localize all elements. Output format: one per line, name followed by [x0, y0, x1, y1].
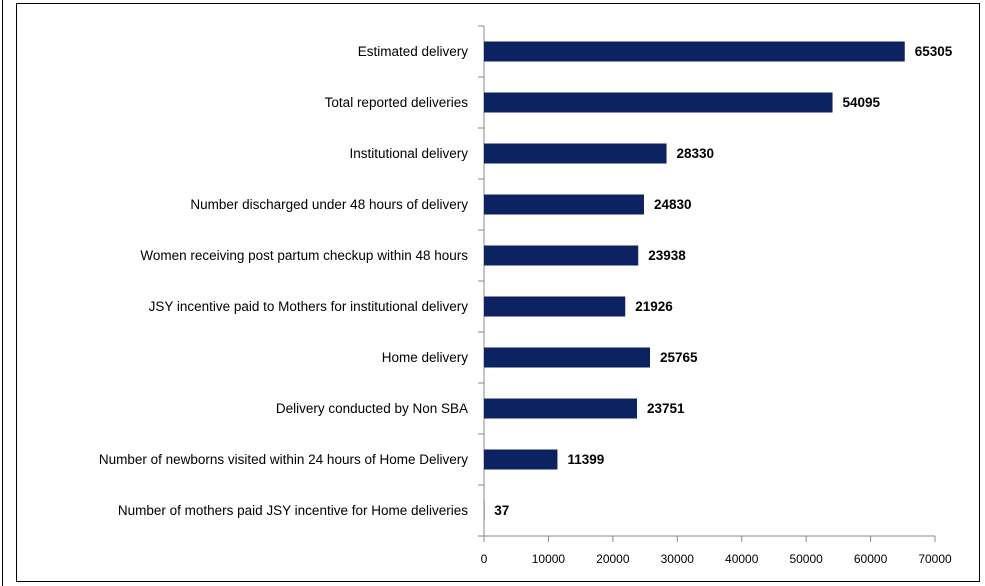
value-label: 25765	[660, 350, 698, 365]
x-tick-label: 70000	[918, 552, 952, 566]
value-label: 28330	[677, 146, 715, 161]
value-label: 65305	[915, 44, 953, 59]
value-label: 23938	[648, 248, 686, 263]
x-tick-label: 30000	[661, 552, 695, 566]
x-tick-label: 0	[481, 552, 488, 566]
value-label: 37	[494, 503, 509, 518]
y-tick-label: Number of newborns visited within 24 hou…	[98, 451, 468, 467]
y-tick-label: Women receiving post partum checkup with…	[140, 247, 468, 263]
bar	[484, 194, 644, 215]
category-label-box: Estimated delivery	[20, 27, 468, 77]
bar	[484, 347, 651, 368]
value-label: 11399	[567, 452, 604, 467]
y-tick-label: Estimated delivery	[357, 43, 468, 59]
category-label-box: Total reported deliveries	[20, 78, 468, 128]
x-tick-label: 40000	[725, 552, 759, 566]
bar	[484, 92, 833, 113]
bar	[484, 245, 639, 266]
bar	[484, 143, 667, 164]
bar	[484, 449, 558, 470]
category-label-box: Number discharged under 48 hours of deli…	[20, 180, 468, 230]
y-tick-label: Number discharged under 48 hours of deli…	[190, 196, 468, 212]
category-label-box: Institutional delivery	[20, 129, 468, 179]
y-tick-label: JSY incentive paid to Mothers for instit…	[148, 298, 468, 314]
x-tick-label: 60000	[854, 552, 888, 566]
bar	[484, 296, 626, 317]
category-label-box: Number of newborns visited within 24 hou…	[20, 435, 468, 485]
y-tick-label: Total reported deliveries	[324, 94, 468, 110]
category-label-box: JSY incentive paid to Mothers for instit…	[20, 282, 468, 332]
category-label-box: Number of mothers paid JSY incentive for…	[20, 486, 468, 536]
x-tick-label: 20000	[596, 552, 630, 566]
value-label: 21926	[635, 299, 673, 314]
bar	[484, 41, 905, 62]
value-label: 23751	[647, 401, 685, 416]
y-tick-label: Number of mothers paid JSY incentive for…	[117, 502, 468, 518]
category-label-box: Women receiving post partum checkup with…	[20, 231, 468, 281]
y-tick-label: Delivery conducted by Non SBA	[275, 400, 468, 416]
value-label: 24830	[654, 197, 692, 212]
value-label: 54095	[843, 95, 881, 110]
y-tick-label: Home delivery	[381, 349, 468, 365]
x-tick-label: 10000	[532, 552, 566, 566]
category-label-box: Home delivery	[20, 333, 468, 383]
y-tick-label: Institutional delivery	[349, 145, 468, 161]
category-label-box: Delivery conducted by Non SBA	[20, 384, 468, 434]
bar	[484, 398, 638, 419]
x-tick-label: 50000	[789, 552, 823, 566]
